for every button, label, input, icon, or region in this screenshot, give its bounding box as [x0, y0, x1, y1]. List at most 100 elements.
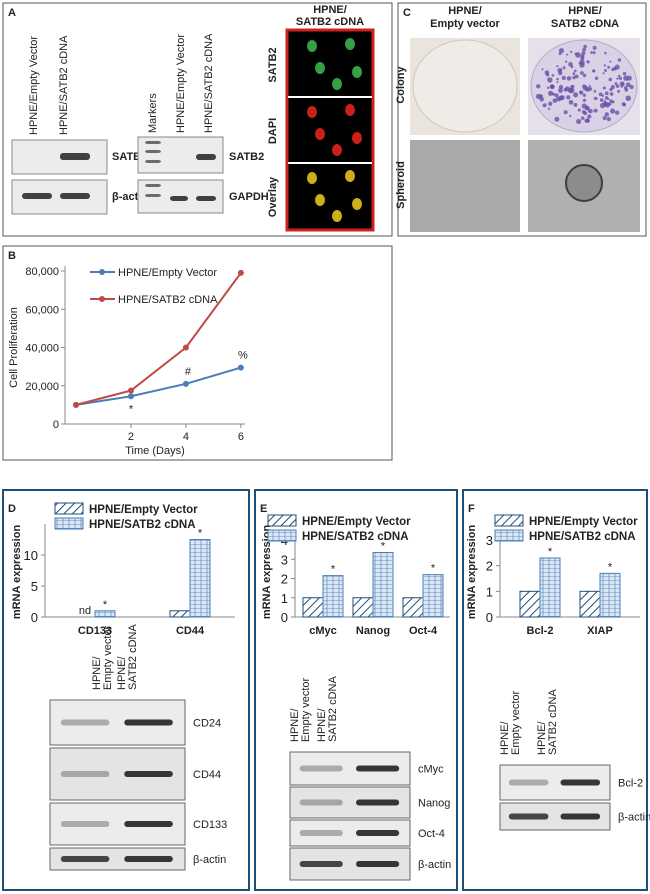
annotation: * [129, 403, 134, 415]
x-tick-label: cMyc [309, 625, 337, 637]
colony [547, 107, 551, 110]
colony [625, 82, 631, 88]
y-tick-label: 0 [53, 419, 59, 431]
colony [604, 51, 607, 55]
colony [602, 86, 606, 90]
bar [322, 575, 344, 618]
colony [566, 53, 569, 56]
spheroid-image [410, 140, 520, 232]
nucleus [307, 172, 317, 184]
colony [621, 82, 625, 86]
y-tick-label: 80,000 [25, 266, 59, 278]
colony [614, 110, 620, 115]
colony [594, 76, 599, 80]
column-label: SATB2 cDNA [551, 18, 619, 30]
colony [592, 45, 597, 50]
spheroid [565, 164, 603, 202]
colony [581, 110, 586, 114]
annotation: * [381, 541, 386, 553]
bar [579, 590, 601, 618]
colony [607, 102, 612, 106]
colony [616, 77, 619, 80]
colony [539, 94, 542, 97]
y-axis-label: mRNA expression [261, 525, 273, 620]
y-axis-label: Cell Proliferation [8, 307, 20, 388]
colony [582, 47, 587, 52]
colony [623, 75, 629, 81]
lane-label: SATB2 cDNA [327, 676, 339, 742]
data-point [127, 387, 134, 394]
colony [558, 84, 564, 90]
panel-a-frame [2, 2, 393, 237]
lane-label: HPNE/Empty Vector [175, 34, 187, 133]
bar [189, 539, 211, 618]
colony [558, 88, 563, 93]
nucleus [307, 40, 317, 52]
colony [617, 58, 622, 62]
colony [593, 108, 598, 113]
colony [593, 89, 597, 93]
lane-label: HPNE/Empty Vector [28, 36, 40, 135]
data-point [127, 393, 134, 400]
lane-label: HPNE/SATB2 cDNA [58, 35, 70, 135]
blot-band [560, 813, 601, 820]
colony [604, 69, 607, 72]
row-label: β-actin [618, 812, 650, 824]
blot-band [145, 141, 161, 144]
y-tick-label: 3 [281, 552, 288, 567]
lane-label: SATB2 cDNA [127, 624, 139, 690]
legend-swatch [267, 529, 297, 542]
blot-band [60, 719, 110, 726]
data-point [237, 269, 244, 276]
colony [617, 89, 621, 93]
colony [584, 118, 589, 123]
colony [547, 90, 554, 96]
colony [609, 60, 612, 63]
colony [573, 102, 578, 107]
annotation: * [548, 546, 553, 558]
bar [599, 572, 621, 618]
blot-band [196, 154, 216, 160]
colony [579, 90, 582, 94]
row-label: Oct-4 [418, 828, 445, 840]
y-tick-label: 2 [281, 572, 288, 587]
colony [562, 66, 566, 70]
blot-band [508, 779, 549, 786]
colony [556, 80, 559, 84]
lane-label: HPNE/ [116, 655, 128, 690]
blot-band [60, 153, 90, 160]
imaging-divider [288, 162, 372, 164]
colony [590, 51, 593, 54]
data-point [182, 380, 189, 387]
colony [546, 86, 550, 90]
row-label: Nanog [418, 798, 450, 810]
colony [610, 85, 615, 90]
colony [610, 108, 616, 114]
colony [554, 116, 560, 122]
y-tick-label: 3 [486, 533, 493, 548]
y-tick-label: 20,000 [25, 381, 59, 393]
legend-label: HPNE/SATB2 cDNA [118, 294, 218, 306]
x-tick-label: CD133 [78, 625, 112, 637]
nucleus [332, 144, 342, 156]
lane-label: SATB2 cDNA [547, 689, 559, 755]
lane-label: Empty vector [510, 690, 522, 755]
y-tick-label: 60,000 [25, 304, 59, 316]
colony [614, 64, 620, 70]
colony [604, 112, 610, 117]
bar [169, 610, 191, 618]
lane-label: Empty vector [102, 625, 114, 690]
colony [593, 96, 597, 100]
blot-band [196, 196, 216, 201]
panel-label: E [260, 503, 267, 515]
colony [592, 51, 596, 55]
nucleus [332, 78, 342, 90]
dish [412, 39, 518, 133]
row-label: CD44 [193, 769, 221, 781]
imaging-frame [285, 28, 375, 232]
colony [563, 87, 568, 92]
legend-marker [99, 296, 105, 302]
colony [576, 119, 582, 125]
lane-label: HPNE/SATB2 cDNA [203, 33, 215, 133]
annotation: * [331, 564, 336, 576]
